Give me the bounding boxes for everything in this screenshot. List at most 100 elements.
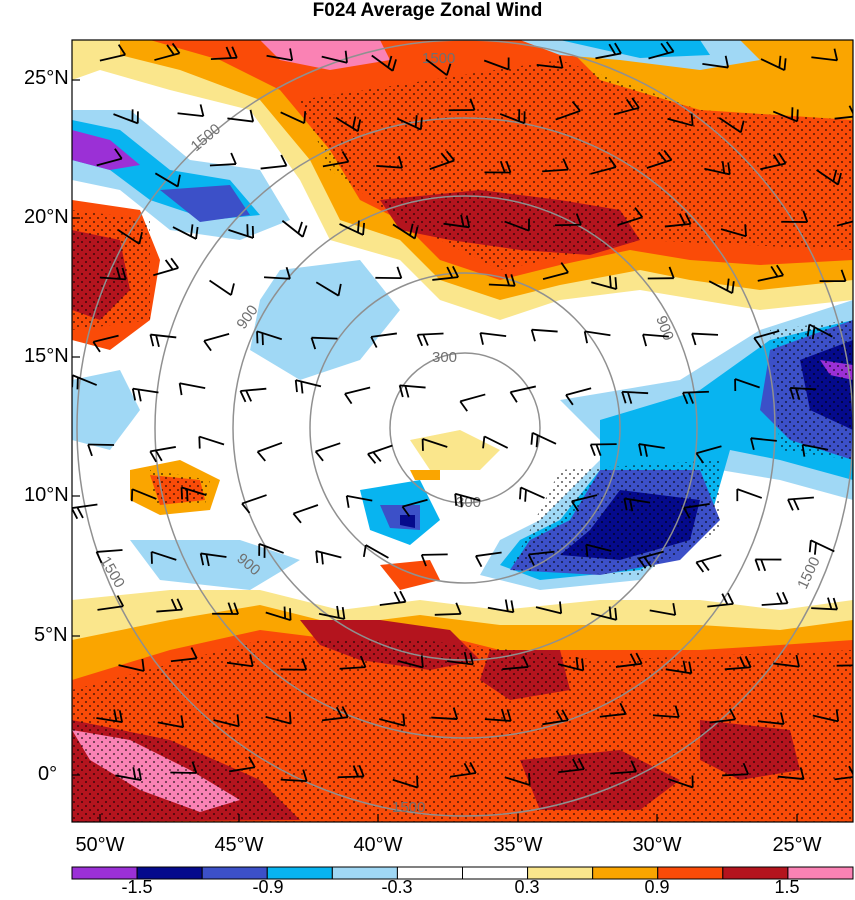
wind-barb-flag <box>504 273 510 286</box>
wind-barb-flag <box>625 98 635 110</box>
wind-barb-flag <box>739 120 745 133</box>
wind-barb-flag <box>256 451 266 462</box>
wind-barb <box>99 53 126 62</box>
wind-barb-flag <box>341 150 350 163</box>
wind-barb-flag <box>137 389 142 402</box>
wind-barb-flag <box>799 767 805 780</box>
wind-barb <box>704 167 730 176</box>
wind-barb-flag <box>413 226 419 239</box>
wind-barb-flag <box>619 702 627 715</box>
wind-barb-flag <box>358 764 365 777</box>
wind-barb <box>542 271 569 280</box>
wind-barb-flag <box>479 332 484 345</box>
wind-barb <box>790 387 817 391</box>
wind-barb-flag <box>315 550 319 564</box>
wind-barb-flag <box>420 655 424 668</box>
wind-barb-flag <box>739 656 746 669</box>
wind-barb-flag <box>608 606 612 619</box>
wind-barb-flag <box>688 661 693 674</box>
wind-barb-flag <box>731 281 735 294</box>
wind-barb <box>379 600 406 606</box>
wind-barb <box>344 386 371 395</box>
wind-barb-flag <box>459 495 463 508</box>
lon-label-40w: 40°W <box>353 834 403 856</box>
wind-barb <box>154 52 180 61</box>
wind-barb <box>392 223 416 240</box>
wind-barb-flag <box>482 436 486 449</box>
wind-barb-flag <box>337 283 342 296</box>
wind-barb <box>724 666 751 671</box>
wind-barb-flag <box>609 275 612 288</box>
wind-barb-flag <box>391 59 397 72</box>
wind-barb-flag <box>562 158 569 170</box>
wind-barb <box>280 778 307 782</box>
wind-barb-flag <box>336 605 340 619</box>
wind-barb-flag <box>701 560 710 571</box>
wind-barb <box>315 442 341 453</box>
wind-barb-flag <box>320 552 324 565</box>
wind-barb-flag <box>753 337 762 349</box>
lat-label-0: 0° <box>38 763 58 785</box>
wind-barb-flag <box>663 149 673 161</box>
wind-barb-flag <box>631 97 640 109</box>
wind-barb-flag <box>87 444 93 457</box>
wind-barb <box>434 613 461 616</box>
wind-barb <box>431 716 458 720</box>
wind-barb-flag <box>190 647 198 659</box>
wind-barb-flag <box>643 444 648 457</box>
wind-barb-flag <box>750 437 755 451</box>
wind-barb-flag <box>231 46 238 59</box>
wind-barb <box>447 660 474 666</box>
wind-barb-flag <box>559 601 563 614</box>
wind-barb <box>370 332 398 338</box>
wind-barb <box>227 117 254 123</box>
wind-barb-flag <box>665 41 675 53</box>
wind-barb-flag <box>500 708 506 721</box>
wind-barb-flag <box>401 506 411 517</box>
wind-barb-flag <box>344 50 348 63</box>
wind-barb-flag <box>236 714 240 727</box>
wind-barb-flag <box>780 712 785 725</box>
wind-barb-flag <box>225 46 232 59</box>
wind-barb-flag <box>504 599 509 612</box>
wind-barb <box>638 443 665 449</box>
wind-barb <box>157 721 184 729</box>
wind-barb-flag <box>672 603 677 616</box>
wind-barb-flag <box>362 544 367 558</box>
stipple-overlay <box>72 60 853 822</box>
wind-barb-flag <box>687 392 695 404</box>
lon-label-35w: 35°W <box>493 834 543 856</box>
wind-barb-flag <box>352 116 357 129</box>
wind-barb-flag <box>682 660 687 673</box>
wind-barb-flag <box>117 44 126 56</box>
wind-barb-flag <box>811 327 816 340</box>
wind-barb <box>702 62 729 69</box>
wind-barb-flag <box>452 707 459 720</box>
wind-barb-flag <box>555 710 564 722</box>
wind-barb <box>99 276 126 281</box>
wind-barb-flag <box>801 444 806 457</box>
wind-barb-flag <box>465 215 471 228</box>
wind-barb <box>811 56 838 62</box>
wind-barb-flag <box>440 152 450 163</box>
wind-barb <box>816 169 839 186</box>
wind-barb <box>649 609 676 616</box>
wind-barb <box>209 163 236 167</box>
wind-barb-flag <box>827 597 833 610</box>
wind-barb-flag <box>414 115 418 128</box>
wind-barb <box>337 775 364 779</box>
axis-ticks <box>72 79 798 822</box>
wind-barb-flag <box>840 269 847 282</box>
wind-barb-flag <box>510 600 515 613</box>
wind-barb <box>150 446 176 453</box>
wind-barb-flag <box>571 500 580 512</box>
wind-barb <box>170 771 197 774</box>
range-rings <box>76 40 853 817</box>
wind-barb-flag <box>300 381 304 394</box>
wind-barb-flag <box>230 283 235 296</box>
wind-barb <box>622 390 649 395</box>
wind-barb-flag <box>357 220 360 233</box>
wind-barb-flag <box>249 109 255 122</box>
wind-barb <box>584 330 611 337</box>
wind-barb-flag <box>463 651 469 664</box>
